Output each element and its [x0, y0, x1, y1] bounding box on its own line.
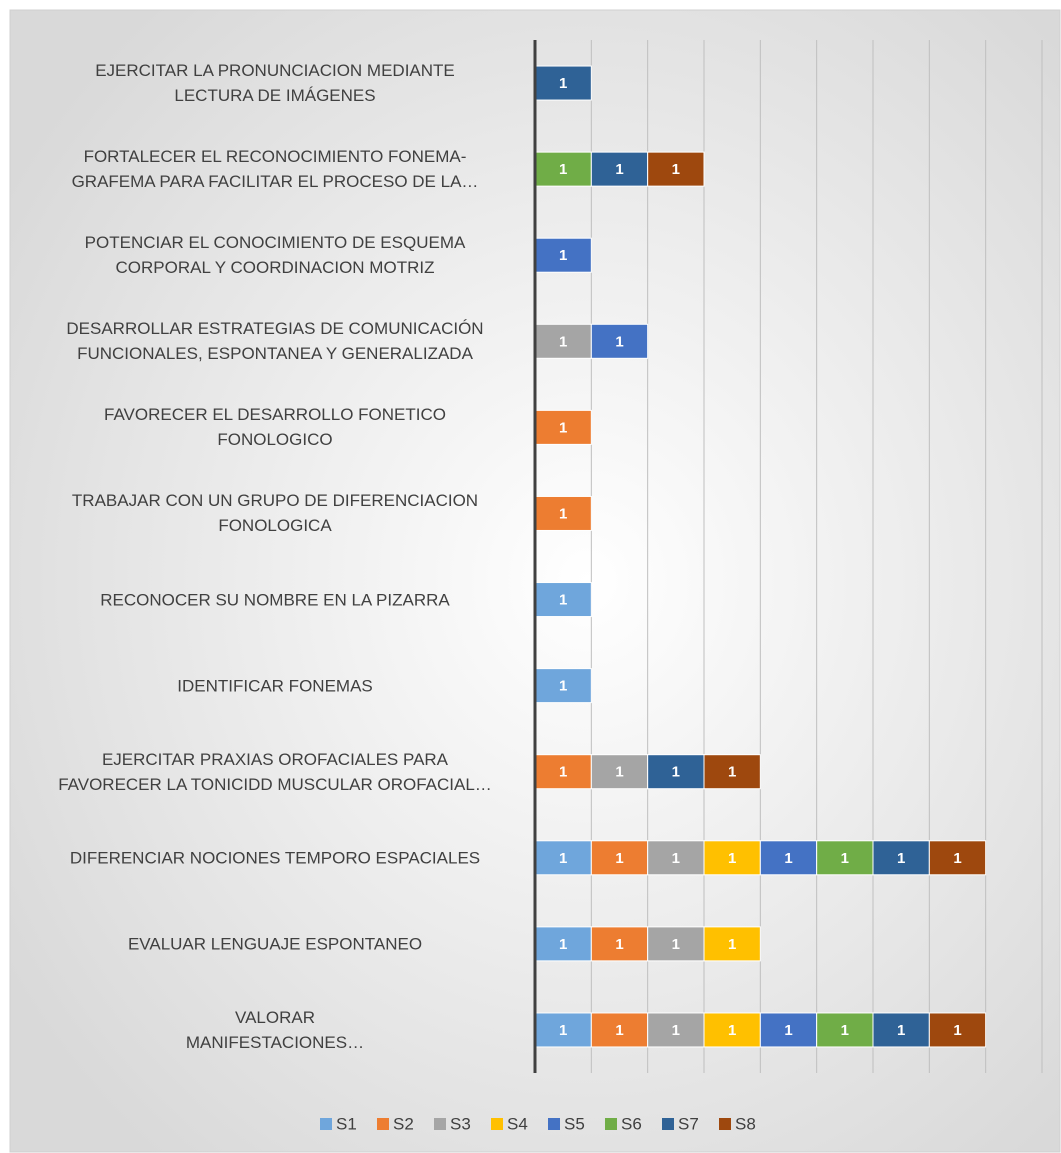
category-label: IDENTIFICAR FONEMAS	[177, 676, 373, 696]
bar-segment	[872, 1012, 930, 1048]
data-label: 1	[841, 1022, 849, 1039]
legend-label: S2	[393, 1114, 414, 1133]
legend-swatch	[548, 1118, 560, 1130]
bar-segment	[703, 754, 761, 790]
category-label: EJERCITAR PRAXIAS OROFACIALES PARA FAVOR…	[58, 749, 492, 794]
bar-segment	[759, 1012, 818, 1048]
data-label: 1	[559, 161, 567, 178]
data-label: 1	[784, 1022, 792, 1039]
data-label: 1	[672, 1022, 680, 1039]
data-label: 1	[615, 333, 623, 350]
data-label: 1	[728, 1022, 736, 1039]
data-label: 1	[841, 850, 849, 867]
data-label: 1	[559, 1022, 567, 1039]
data-label: 1	[559, 678, 567, 695]
category-label: EJERCITAR LA PRONUNCIACION MEDIANTE LECT…	[95, 61, 455, 106]
data-label: 1	[728, 850, 736, 867]
legend-swatch	[719, 1118, 731, 1130]
data-label: 1	[615, 764, 623, 781]
data-label: 1	[559, 936, 567, 953]
legend-label: S4	[507, 1114, 528, 1133]
bar-segment	[534, 151, 592, 187]
data-label: 1	[559, 764, 567, 781]
data-label: 1	[559, 850, 567, 867]
category-label: FAVORECER EL DESARROLLO FONETICO FONOLOG…	[104, 405, 446, 450]
bar-segment	[534, 495, 592, 531]
legend-swatch	[662, 1118, 674, 1130]
data-label: 1	[672, 850, 680, 867]
bar-segment	[647, 840, 705, 876]
bar-segment	[872, 840, 930, 876]
data-label: 1	[784, 850, 792, 867]
data-label: 1	[559, 505, 567, 522]
data-label: 1	[672, 936, 680, 953]
bar-segment	[703, 840, 761, 876]
category-label: RECONOCER SU NOMBRE EN LA PIZARRA	[100, 590, 450, 610]
legend-label: S8	[735, 1114, 756, 1133]
legend-label: S1	[336, 1114, 357, 1133]
data-label: 1	[559, 75, 567, 92]
legend-label: S6	[621, 1114, 642, 1133]
data-label: 1	[672, 764, 680, 781]
legend-label: S5	[564, 1114, 585, 1133]
legend-swatch	[491, 1118, 503, 1130]
bar-segment	[759, 840, 818, 876]
category-label: DIFERENCIAR NOCIONES TEMPORO ESPACIALES	[69, 848, 481, 868]
bar-segment	[816, 1012, 874, 1048]
legend-label: S7	[678, 1114, 699, 1133]
bar-segment	[647, 926, 705, 962]
legend-label: S3	[450, 1114, 471, 1133]
bar-segment	[647, 754, 705, 790]
category-label: DESARROLLAR ESTRATEGIAS DE COMUNICACIÓN …	[66, 319, 484, 364]
data-label: 1	[615, 1022, 623, 1039]
category-label: POTENCIAR EL CONOCIMIENTO DE ESQUEMA COR…	[84, 233, 466, 278]
data-label: 1	[559, 592, 567, 609]
legend-swatch	[434, 1118, 446, 1130]
data-label: 1	[615, 161, 623, 178]
legend-swatch	[377, 1118, 389, 1130]
data-label: 1	[728, 936, 736, 953]
bar-segment	[534, 409, 592, 445]
bar-segment	[703, 1012, 761, 1048]
bar-segment	[590, 840, 649, 876]
bar-segment	[590, 754, 649, 790]
bar-segment	[590, 151, 649, 187]
legend-swatch	[605, 1118, 617, 1130]
data-label: 1	[615, 850, 623, 867]
data-label: 1	[728, 764, 736, 781]
bar-segment	[928, 1012, 987, 1048]
bar-segment	[590, 323, 649, 359]
category-label: EVALUAR LENGUAJE ESPONTANEO	[127, 934, 423, 954]
category-label: TRABAJAR CON UN GRUPO DE DIFERENCIACION …	[71, 491, 479, 536]
bar-segment	[928, 840, 987, 876]
data-label: 1	[559, 333, 567, 350]
bar-segment	[703, 926, 761, 962]
category-label: FORTALECER EL RECONOCIMIENTO FONEMA- GRA…	[71, 147, 479, 192]
bar-segment	[534, 582, 592, 618]
bar-segment	[647, 151, 705, 187]
bar-segment	[816, 840, 874, 876]
bar-segment	[534, 926, 592, 962]
bar-segment	[534, 237, 592, 273]
legend-swatch	[320, 1118, 332, 1130]
data-label: 1	[615, 936, 623, 953]
data-label: 1	[897, 850, 905, 867]
category-label: VALORAR MANIFESTACIONES…	[185, 1007, 365, 1052]
bar-segment	[590, 926, 649, 962]
data-label: 1	[897, 1022, 905, 1039]
data-label: 1	[953, 850, 961, 867]
data-label: 1	[672, 161, 680, 178]
data-label: 1	[559, 247, 567, 264]
data-label: 1	[559, 419, 567, 436]
data-label: 1	[953, 1022, 961, 1039]
